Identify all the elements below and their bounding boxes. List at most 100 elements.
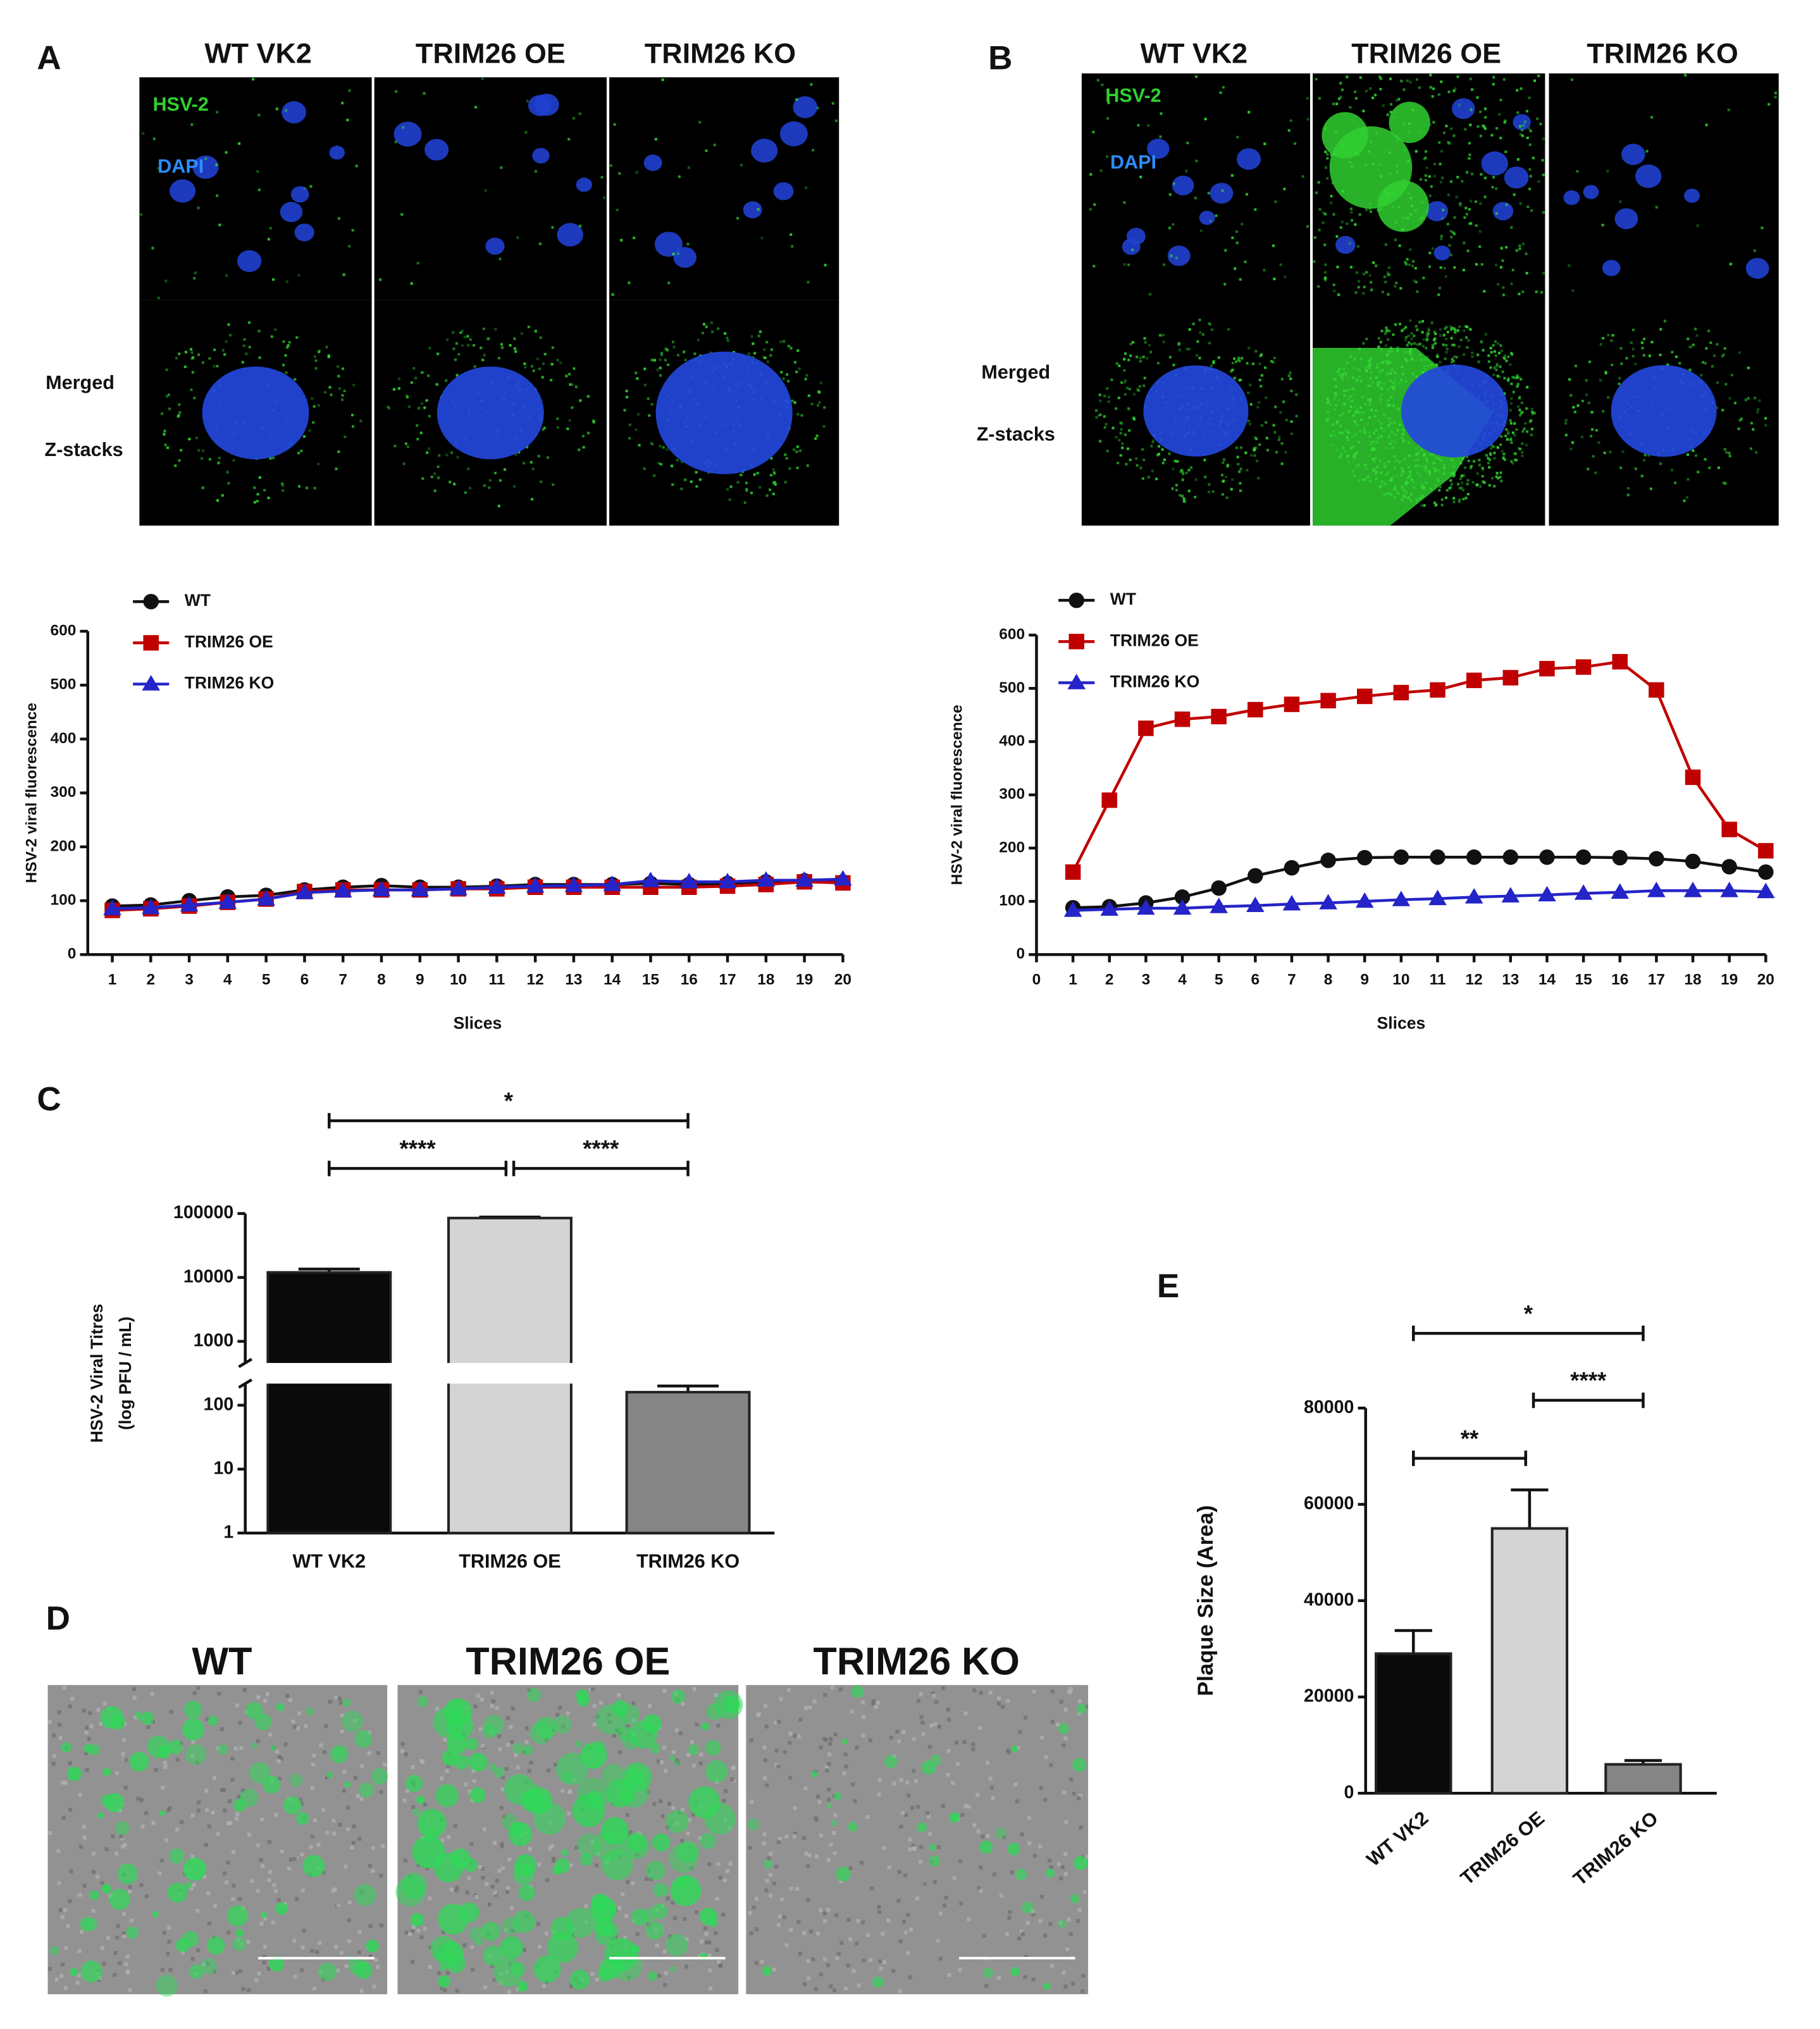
texture bbox=[897, 1739, 901, 1744]
speckle bbox=[1409, 248, 1412, 251]
speckle bbox=[1353, 420, 1357, 423]
speckle bbox=[1119, 431, 1122, 435]
x-tick-label: 20 bbox=[834, 971, 851, 989]
speckle bbox=[1342, 367, 1345, 371]
panel-label: C bbox=[37, 1081, 61, 1118]
speckle bbox=[1439, 266, 1442, 269]
speckle bbox=[1389, 77, 1392, 80]
speckle bbox=[253, 501, 256, 504]
texture bbox=[92, 1851, 96, 1856]
speckle bbox=[1402, 122, 1405, 125]
speckle bbox=[1530, 407, 1533, 410]
speckle bbox=[1415, 150, 1418, 153]
speckle bbox=[223, 353, 226, 356]
speckle bbox=[308, 429, 311, 432]
texture bbox=[963, 1804, 968, 1808]
texture bbox=[273, 1889, 278, 1894]
texture bbox=[976, 1829, 981, 1834]
texture bbox=[793, 1806, 797, 1810]
texture bbox=[1077, 1796, 1081, 1801]
speckle bbox=[1435, 363, 1439, 366]
speckle bbox=[1359, 357, 1363, 361]
texture bbox=[765, 1783, 769, 1787]
speckle bbox=[1475, 224, 1478, 227]
speckle bbox=[306, 486, 309, 490]
infection-focus bbox=[66, 1767, 82, 1781]
texture bbox=[167, 1925, 171, 1930]
texture bbox=[59, 1973, 64, 1978]
speckle bbox=[1390, 396, 1393, 399]
texture bbox=[1064, 1820, 1068, 1824]
speckle bbox=[818, 401, 821, 404]
speckle bbox=[1349, 387, 1353, 390]
speckle bbox=[660, 353, 664, 356]
texture bbox=[300, 1802, 304, 1806]
speckle bbox=[760, 237, 764, 240]
speckle bbox=[227, 323, 230, 326]
speckle bbox=[1456, 329, 1459, 332]
infection-focus bbox=[650, 1742, 661, 1754]
speckle bbox=[1332, 423, 1335, 426]
texture bbox=[901, 1730, 906, 1734]
speckle bbox=[1435, 503, 1438, 507]
speckle bbox=[313, 355, 316, 358]
infection-focus bbox=[189, 1964, 204, 1979]
speckle bbox=[221, 348, 225, 352]
texture bbox=[652, 1802, 657, 1806]
speckle bbox=[1475, 262, 1478, 266]
speckle bbox=[1510, 441, 1513, 444]
speckle bbox=[1502, 286, 1505, 289]
texture bbox=[1019, 1929, 1024, 1933]
speckle bbox=[1431, 346, 1434, 349]
series-line bbox=[1073, 889, 1766, 912]
speckle bbox=[1402, 88, 1406, 91]
speckle bbox=[1372, 432, 1375, 435]
speckle bbox=[1464, 466, 1467, 469]
texture bbox=[1077, 1711, 1082, 1716]
speckle bbox=[1370, 441, 1373, 444]
speckle bbox=[1402, 493, 1406, 496]
texture bbox=[963, 1711, 968, 1716]
speckle bbox=[637, 413, 640, 416]
speckle bbox=[1471, 173, 1474, 176]
speckle bbox=[1394, 378, 1397, 381]
speckle bbox=[1356, 423, 1359, 426]
speckle bbox=[225, 151, 228, 154]
infection-focus bbox=[705, 1760, 728, 1783]
speckle bbox=[729, 485, 733, 488]
speckle bbox=[1212, 360, 1215, 363]
speckle bbox=[1378, 381, 1381, 384]
speckle bbox=[1387, 436, 1390, 439]
axis-break-mark bbox=[238, 1378, 253, 1389]
speckle bbox=[1194, 197, 1197, 200]
infection-focus bbox=[61, 1742, 71, 1753]
speckle bbox=[816, 106, 819, 109]
speckle bbox=[1425, 347, 1428, 350]
speckle bbox=[681, 460, 684, 463]
speckle bbox=[484, 189, 487, 192]
speckle bbox=[1144, 341, 1147, 344]
texture bbox=[979, 1691, 983, 1695]
texture bbox=[823, 1693, 827, 1698]
texture bbox=[68, 1808, 73, 1812]
speckle bbox=[1353, 393, 1356, 396]
texture bbox=[876, 1700, 881, 1705]
infection-focus bbox=[80, 1917, 95, 1932]
speckle bbox=[1124, 393, 1127, 396]
speckle bbox=[1353, 474, 1356, 478]
speckle bbox=[1351, 119, 1354, 122]
texture bbox=[217, 1691, 221, 1696]
speckle bbox=[1574, 364, 1577, 367]
speckle bbox=[1526, 137, 1529, 140]
speckle bbox=[1124, 379, 1127, 382]
texture bbox=[574, 1845, 579, 1849]
speckle bbox=[1235, 230, 1238, 233]
texture bbox=[337, 1696, 342, 1701]
speckle bbox=[1500, 479, 1503, 483]
speckle bbox=[1185, 471, 1188, 474]
y-tick-label: 0 bbox=[1016, 946, 1025, 963]
marker bbox=[1211, 708, 1227, 725]
texture bbox=[85, 1768, 89, 1772]
texture bbox=[51, 1761, 56, 1766]
speckle bbox=[1380, 387, 1384, 390]
